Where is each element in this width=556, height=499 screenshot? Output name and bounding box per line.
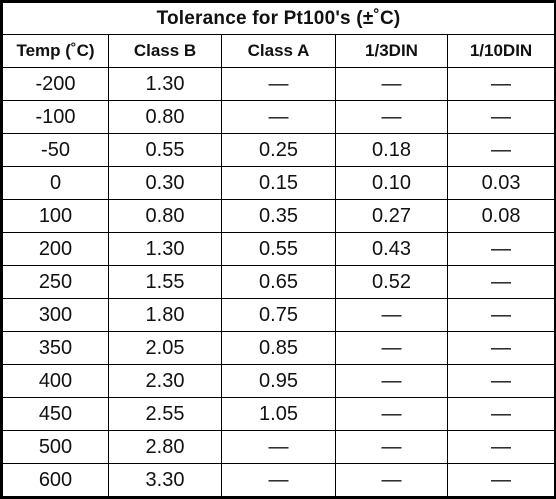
class-a-cell: — <box>221 67 336 101</box>
temp-cell: 450 <box>2 397 109 431</box>
table-row: 300 1.80 0.75— — <box>2 298 556 332</box>
class-a-cell: 0.25 <box>221 133 336 167</box>
class-a-cell: 0.35 <box>221 199 336 233</box>
class-b-cell: 0.80 <box>108 199 222 233</box>
table-row: 500 2.80— — — <box>2 430 556 464</box>
class-b-cell: 2.30 <box>108 364 222 398</box>
temp-cell: 300 <box>2 298 109 332</box>
third-din-cell: 0.43 <box>335 232 448 266</box>
tenth-din-cell: 0.08 <box>446 199 556 233</box>
tenth-din-cell: — <box>446 430 556 464</box>
table-row: 100 0.80 0.35 0.27 0.08 <box>2 199 556 233</box>
third-din-cell: — <box>335 298 448 332</box>
temp-cell: 200 <box>2 232 109 266</box>
temp-cell: 500 <box>2 430 109 464</box>
header-row: Temp (˚C) Class B Class A 1/3DIN 1/10DIN <box>2 34 556 68</box>
class-a-cell: 1.05 <box>221 397 336 431</box>
third-din-cell: — <box>335 430 448 464</box>
third-din-cell: — <box>335 331 448 365</box>
temp-cell: -50 <box>2 133 109 167</box>
class-b-cell: 2.55 <box>108 397 222 431</box>
temp-cell: 0 <box>2 166 109 200</box>
tenth-din-cell: — <box>446 265 556 299</box>
tenth-din-cell: 0.03 <box>446 166 556 200</box>
header-temp: Temp (˚C) <box>2 34 109 68</box>
class-a-cell: 0.65 <box>221 265 336 299</box>
tenth-din-cell: — <box>446 298 556 332</box>
class-b-cell: 1.55 <box>108 265 222 299</box>
third-din-cell: — <box>335 364 448 398</box>
third-din-cell: — <box>335 67 448 101</box>
table-row: 350 2.05 0.85— — <box>2 331 556 365</box>
tenth-din-cell: — <box>446 463 556 497</box>
class-b-cell: 0.55 <box>108 133 222 167</box>
class-a-cell: 0.55 <box>221 232 336 266</box>
table-title: Tolerance for Pt100's (±˚C) <box>1 2 556 35</box>
class-a-cell: — <box>221 430 336 464</box>
third-din-cell: — <box>335 100 448 134</box>
temp-cell: 600 <box>2 463 109 497</box>
third-din-cell: 0.27 <box>335 199 448 233</box>
tenth-din-cell: — <box>446 232 556 266</box>
table-row: 400 2.30 0.95— — <box>2 364 556 398</box>
table-row: 0 0.30 0.15 0.10 0.03 <box>2 166 556 200</box>
third-din-cell: 0.52 <box>335 265 448 299</box>
table-row: -50 0.55 0.25 0.18— <box>2 133 556 167</box>
class-b-cell: 2.05 <box>108 331 222 365</box>
title-row: Tolerance for Pt100's (±˚C) <box>1 2 556 35</box>
header-class-a: Class A <box>221 34 336 68</box>
temp-cell: 350 <box>2 331 109 365</box>
temp-cell: 400 <box>2 364 109 398</box>
class-a-cell: 0.85 <box>221 331 336 365</box>
third-din-cell: 0.10 <box>335 166 448 200</box>
temp-cell: -100 <box>2 100 109 134</box>
third-din-cell: — <box>335 463 448 497</box>
temp-cell: 100 <box>2 199 109 233</box>
tenth-din-cell: — <box>446 397 556 431</box>
table-row: 250 1.55 0.65 0.52— <box>2 265 556 299</box>
class-a-cell: 0.95 <box>221 364 336 398</box>
table-row: -200 1.30— — — <box>2 67 556 101</box>
class-b-cell: 2.80 <box>108 430 222 464</box>
third-din-cell: 0.18 <box>335 133 448 167</box>
table-row: -100 0.80— — — <box>2 100 556 134</box>
class-a-cell: — <box>221 100 336 134</box>
class-b-cell: 1.30 <box>108 67 222 101</box>
class-b-cell: 0.80 <box>108 100 222 134</box>
tenth-din-cell: — <box>446 100 556 134</box>
class-b-cell: 1.30 <box>108 232 222 266</box>
table-row: 200 1.30 0.55 0.43— <box>2 232 556 266</box>
class-b-cell: 0.30 <box>108 166 222 200</box>
class-b-cell: 3.30 <box>108 463 222 497</box>
header-third-din: 1/3DIN <box>335 34 448 68</box>
tenth-din-cell: — <box>446 331 556 365</box>
tenth-din-cell: — <box>446 67 556 101</box>
class-b-cell: 1.80 <box>108 298 222 332</box>
table-row: 450 2.55 1.05— — <box>2 397 556 431</box>
class-a-cell: 0.15 <box>221 166 336 200</box>
class-a-cell: — <box>221 463 336 497</box>
header-class-b: Class B <box>108 34 222 68</box>
table-body: -200 1.30— — — -100 0.80— — — -50 0.55 0.25 0.18—0 0… <box>2 67 556 497</box>
third-din-cell: — <box>335 397 448 431</box>
temp-cell: -200 <box>2 67 109 101</box>
table-row: 600 3.30— — — <box>2 463 556 497</box>
tenth-din-cell: — <box>446 364 556 398</box>
header-tenth-din: 1/10DIN <box>446 34 556 68</box>
temp-cell: 250 <box>2 265 109 299</box>
class-a-cell: 0.75 <box>221 298 336 332</box>
tenth-din-cell: — <box>446 133 556 167</box>
